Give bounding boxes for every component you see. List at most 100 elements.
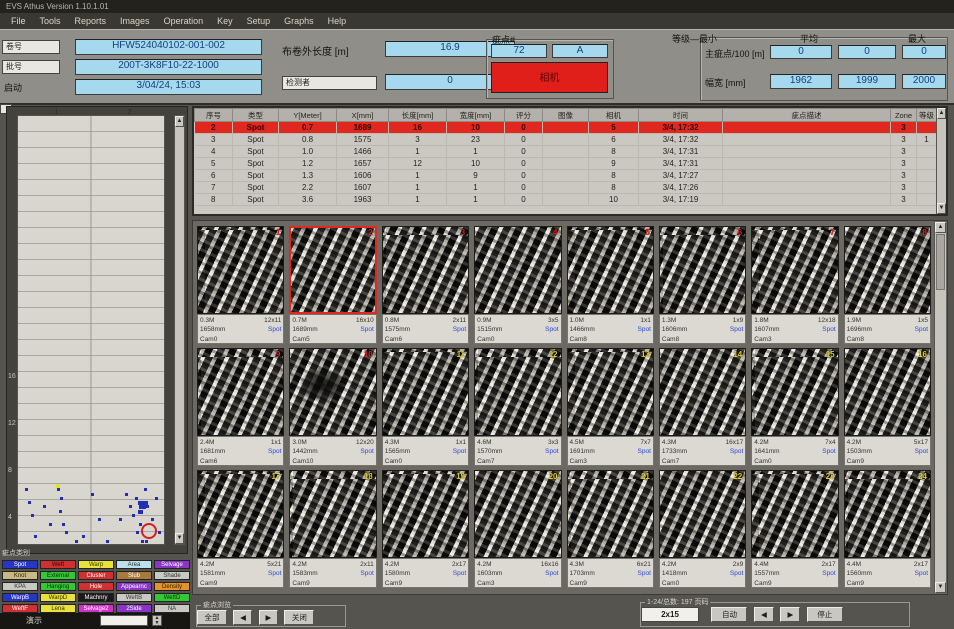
table-scroll-down-icon[interactable]: ▼	[937, 203, 946, 214]
defect-class-button-warp[interactable]: Warp	[78, 560, 114, 569]
style-id-field[interactable]: 200T-3K8F10-22-1000	[75, 59, 262, 75]
defect-class-button-weftf[interactable]: WeftF	[2, 604, 38, 613]
defect-class-button-knot[interactable]: Knot	[2, 571, 38, 580]
defect-class-button-slub[interactable]: Slub	[116, 571, 152, 580]
defect-class-button-kpa[interactable]: KPA	[2, 582, 38, 591]
menu-item-setup[interactable]: Setup	[246, 16, 271, 26]
camera-button[interactable]: 相机	[491, 62, 608, 93]
grade-field[interactable]: A	[552, 44, 608, 58]
column-header[interactable]: 疵点描述	[722, 108, 891, 122]
column-header[interactable]: 序号	[194, 108, 233, 122]
menu-item-operation[interactable]: Operation	[163, 16, 204, 26]
defect-class-button-weftd[interactable]: WeftD	[154, 593, 190, 602]
defect-count-field[interactable]: 72	[491, 44, 547, 58]
table-scrollbar[interactable]: ▲ ▼	[936, 108, 946, 214]
defect-tile[interactable]: 16 4.2M 1503mm Cam9 5x17 Spot	[843, 348, 931, 466]
defect-tile[interactable]: 5 1.0M 1466mm Cam8 1x1 Spot	[566, 226, 654, 344]
table-row[interactable]: 6 Spot 1.3 1606 1 9 0 8 3/4, 17:27 3	[194, 169, 937, 182]
main-defect-avg-field[interactable]: 0	[838, 45, 896, 59]
defect-tile[interactable]: 1 0.3M 1658mm Cam0 12x11 Spot	[197, 226, 285, 344]
defect-class-button-area[interactable]: Area	[116, 560, 152, 569]
demo-field[interactable]	[100, 615, 148, 626]
menu-item-reports[interactable]: Reports	[74, 16, 107, 26]
defect-tile[interactable]: 14 4.3M 1733mm Cam7 16x17 Spot	[658, 348, 747, 466]
page-layout-field[interactable]: 2x15	[641, 607, 699, 622]
pager-stop-button[interactable]: 停止	[806, 607, 843, 622]
gallery-scroll-down-icon[interactable]: ▼	[935, 582, 946, 593]
table-row[interactable]: 5 Spot 1.2 1657 12 10 0 9 3/4, 17:31 3	[194, 157, 937, 170]
gallery-scroll-thumb[interactable]	[936, 234, 945, 290]
roll-id-field[interactable]: HFW524040102-001-002	[75, 39, 262, 55]
defect-class-button-selvage[interactable]: Selvage	[154, 560, 190, 569]
defect-tile[interactable]: 18 4.2M 1583mm Cam9 2x11 Spot	[289, 470, 377, 588]
column-header[interactable]: 类型	[232, 108, 279, 122]
column-header[interactable]: Zone	[890, 108, 917, 122]
menu-item-tools[interactable]: Tools	[39, 16, 61, 26]
width-max-field[interactable]: 2000	[902, 74, 946, 89]
defect-tile[interactable]: 15 4.2M 1641mm Cam0 7x4 Spot	[751, 348, 839, 466]
main-defect-min-field[interactable]: 0	[770, 45, 832, 59]
table-row[interactable]: 4 Spot 1.0 1466 1 1 0 8 3/4, 17:31 3	[194, 145, 937, 158]
table-row[interactable]: 2 Spot 0.7 1689 16 10 0 5 3/4, 17:32 3	[194, 121, 937, 134]
defect-class-button-shade[interactable]: Shade	[154, 571, 190, 580]
menu-item-file[interactable]: File	[11, 16, 26, 26]
defect-class-button-cluster[interactable]: Cluster	[78, 571, 114, 580]
defect-tile[interactable]: 9 2.4M 1681mm Cam6 1x1 Spot	[197, 348, 285, 466]
menu-item-graphs[interactable]: Graphs	[284, 16, 314, 26]
pager-auto-button[interactable]: 自动	[711, 607, 748, 622]
main-defect-max-field[interactable]: 0	[902, 45, 946, 59]
table-row[interactable]: 3 Spot 0.8 1575 3 23 0 6 3/4, 17:32 3 1	[194, 133, 937, 146]
pager-next-button[interactable]: ▶	[780, 607, 801, 622]
column-header[interactable]: 相机	[588, 108, 639, 122]
map-scroll-down-icon[interactable]: ▼	[175, 533, 184, 544]
defect-class-button-external[interactable]: External	[40, 571, 76, 580]
defect-tile[interactable]: 10 3.0M 1442mm Cam10 12x20 Spot	[289, 348, 377, 466]
pager-prev-button[interactable]: ◀	[753, 607, 774, 622]
defect-class-button-warpb[interactable]: WarpB	[2, 593, 38, 602]
defect-class-button-selvage2[interactable]: Selvage2	[78, 604, 114, 613]
browse-close-button[interactable]: 关闭	[284, 610, 315, 625]
defect-tile[interactable]: 13 4.5M 1691mm Cam3 7x7 Spot	[566, 348, 654, 466]
defect-class-button-spot[interactable]: Spot	[2, 560, 38, 569]
defect-class-button-warpd[interactable]: WarpD	[40, 593, 76, 602]
menu-item-help[interactable]: Help	[327, 16, 347, 26]
defect-tile[interactable]: 8 1.9M 1696mm Cam8 1x5 Spot	[843, 226, 931, 344]
column-header[interactable]: 宽度[mm]	[446, 108, 505, 122]
defect-class-button-lena[interactable]: Lena	[40, 604, 76, 613]
width-avg-field[interactable]: 1999	[838, 74, 896, 89]
inspector-label[interactable]: 检测者	[282, 76, 377, 90]
gallery-scroll-up-icon[interactable]: ▲	[935, 222, 946, 233]
column-header[interactable]: 等级	[916, 108, 937, 122]
defect-class-button-hole[interactable]: Hole	[78, 582, 114, 591]
column-header[interactable]: 长度[mm]	[388, 108, 447, 122]
map-scrollbar[interactable]: ▲ ▼	[174, 115, 185, 545]
browse-all-button[interactable]: 全部	[197, 610, 227, 625]
column-header[interactable]: 时间	[638, 108, 723, 122]
defect-class-button-2side[interactable]: 2Side	[116, 604, 152, 613]
defect-tile[interactable]: 23 4.4M 1557mm Cam9 2x17 Spot	[751, 470, 839, 588]
defect-tile[interactable]: 2 0.7M 1689mm Cam5 16x10 Spot	[289, 226, 377, 344]
menu-item-key[interactable]: Key	[217, 16, 233, 26]
defect-class-button-hanging[interactable]: Hanging	[40, 582, 76, 591]
defect-tile[interactable]: 21 4.3M 1703mm Cam9 6x21 Spot	[566, 470, 654, 588]
defect-tile[interactable]: 3 0.8M 1575mm Cam6 2x11 Spot	[381, 226, 470, 344]
datetime-field[interactable]: 3/04/24, 15:03	[75, 79, 262, 95]
browse-next-button[interactable]: ▶	[258, 610, 278, 625]
defect-tile[interactable]: 6 1.3M 1606mm Cam8 1x9 Spot	[658, 226, 747, 344]
browse-prev-button[interactable]: ◀	[233, 610, 253, 625]
width-min-field[interactable]: 1962	[770, 74, 832, 89]
map-scroll-up-icon[interactable]: ▲	[175, 116, 184, 127]
column-header[interactable]: 图像	[542, 108, 589, 122]
defect-tile[interactable]: 19 4.2M 1580mm Cam9 2x17 Spot	[381, 470, 470, 588]
defect-class-button-density[interactable]: Density	[154, 582, 190, 591]
gallery-scrollbar[interactable]: ▲ ▼	[934, 222, 946, 593]
defect-tile[interactable]: 12 4.6M 1570mm Cam7 3x3 Spot	[474, 348, 562, 466]
defect-class-button-na[interactable]: NA	[154, 604, 190, 613]
demo-spinner[interactable]: ▲ ▼	[152, 615, 162, 626]
defect-class-button-weftb[interactable]: WeftB	[116, 593, 152, 602]
defect-tile[interactable]: 7 1.8M 1607mm Cam3 12x18 Spot	[751, 226, 839, 344]
table-scroll-up-icon[interactable]: ▲	[937, 108, 946, 119]
defect-tile[interactable]: 20 4.2M 1603mm Cam3 16x16 Spot	[474, 470, 562, 588]
defect-tile[interactable]: 17 4.2M 1581mm Cam9 5x21 Spot	[197, 470, 285, 588]
defect-tile[interactable]: 11 4.3M 1565mm Cam0 1x1 Spot	[381, 348, 470, 466]
